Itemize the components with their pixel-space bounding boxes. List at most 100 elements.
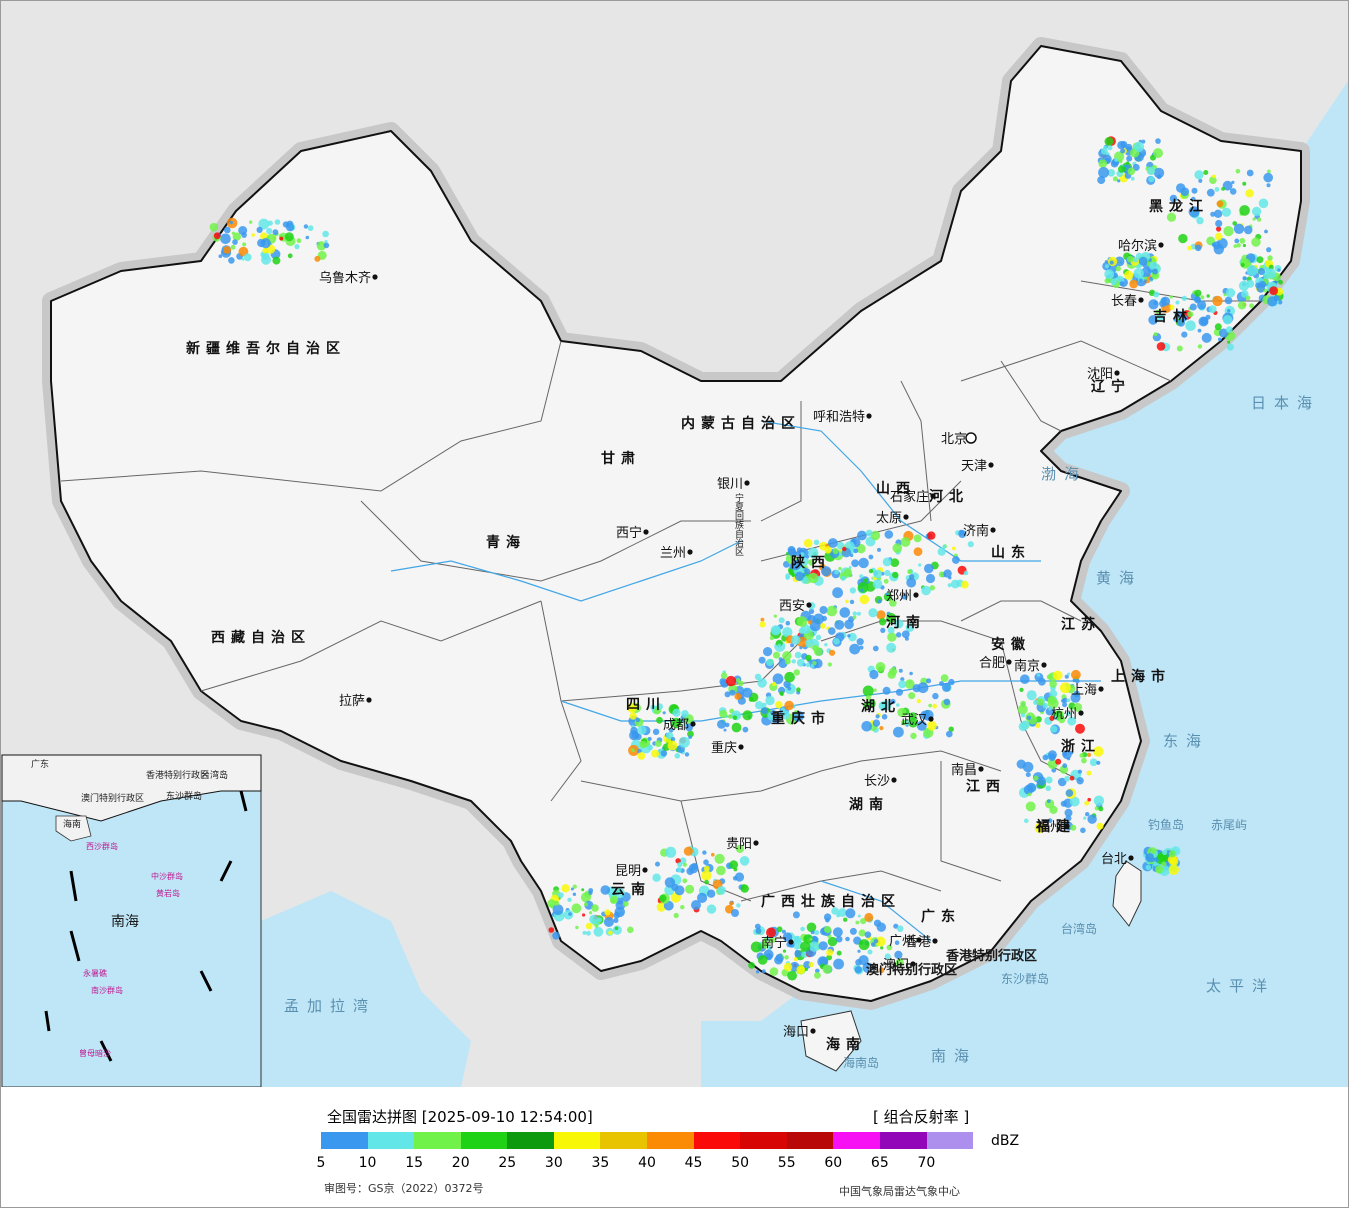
radar-echo <box>671 717 682 729</box>
radar-echo <box>1265 268 1277 279</box>
radar-echo <box>796 616 808 627</box>
radar-echo <box>808 559 815 566</box>
radar-echo <box>589 914 599 924</box>
radar-echo <box>833 958 844 970</box>
radar-echo <box>274 219 281 225</box>
radar-echo <box>656 716 663 724</box>
city-dot <box>932 938 938 944</box>
radar-echo <box>1055 758 1062 765</box>
radar-echo <box>655 861 660 867</box>
radar-echo <box>937 547 946 556</box>
radar-echo <box>1245 189 1254 198</box>
radar-echo <box>223 246 232 254</box>
radar-echo <box>324 240 328 244</box>
radar-echo <box>284 232 294 242</box>
radar-echo <box>717 719 726 729</box>
radar-echo <box>766 927 776 938</box>
radar-echo <box>793 710 799 715</box>
radar-echo <box>600 885 611 895</box>
label-yunnan: 云南 <box>611 881 651 898</box>
radar-echo <box>688 735 692 739</box>
radar-echo <box>908 692 916 700</box>
radar-echo <box>1229 188 1237 195</box>
radar-echo <box>748 962 755 969</box>
radar-echo <box>845 936 850 942</box>
city-label: 杭州 <box>1051 707 1077 722</box>
radar-echo <box>728 714 733 719</box>
radar-echo <box>1025 801 1036 812</box>
radar-echo <box>572 892 577 896</box>
radar-echo <box>1178 233 1188 244</box>
radar-echo <box>1196 216 1204 225</box>
radar-echo <box>1086 752 1092 758</box>
city-dot <box>1078 710 1084 716</box>
radar-echo <box>882 557 892 567</box>
radar-echo <box>1096 760 1101 765</box>
radar-echo <box>1046 799 1051 803</box>
radar-echo <box>213 232 221 240</box>
city-dot <box>903 514 909 520</box>
radar-echo <box>1065 815 1072 822</box>
radar-echo <box>1050 725 1058 733</box>
radar-echo <box>1148 176 1155 183</box>
radar-echo <box>260 232 268 240</box>
radar-echo <box>760 940 769 949</box>
radar-echo <box>805 639 814 648</box>
radar-echo <box>834 569 839 575</box>
city-dot <box>806 602 812 608</box>
city-dot <box>928 716 934 722</box>
radar-echo <box>591 904 599 912</box>
radar-echo <box>714 853 725 864</box>
city-dot <box>1006 659 1012 665</box>
radar-echo <box>1126 155 1133 162</box>
radar-echo <box>813 539 820 545</box>
inset-label-yongshu: 永暑礁 <box>83 968 107 978</box>
radar-echo <box>865 529 873 537</box>
radar-echo <box>1049 680 1057 688</box>
radar-echo <box>807 547 819 559</box>
radar-echoes <box>209 136 1284 981</box>
radar-echo <box>796 965 805 975</box>
city-label: 昆明 <box>615 864 641 879</box>
radar-echo <box>582 913 586 917</box>
radar-echo <box>793 669 800 676</box>
radar-echo <box>654 740 662 747</box>
radar-echo <box>884 953 891 960</box>
radar-echo <box>809 937 813 941</box>
radar-echo <box>742 726 749 733</box>
radar-echo <box>1161 861 1167 867</box>
city-label: 长春 <box>1111 294 1137 309</box>
radar-echo <box>639 740 647 749</box>
label-liaoning: 辽宁 <box>1091 378 1131 395</box>
radar-echo <box>1098 167 1110 178</box>
radar-echo <box>1153 148 1163 159</box>
radar-echo <box>893 726 904 738</box>
radar-echo <box>1076 777 1084 785</box>
radar-echo <box>1237 301 1247 310</box>
radar-echo <box>627 926 634 934</box>
radar-echo <box>1277 299 1283 305</box>
radar-echo <box>799 646 803 650</box>
radar-echo <box>852 611 857 616</box>
radar-echo <box>637 725 647 735</box>
radar-echo <box>1246 265 1258 276</box>
radar-echo <box>1024 818 1029 824</box>
radar-echo <box>855 920 860 925</box>
scale-tick-label: 65 <box>870 1155 889 1171</box>
radar-echo <box>794 571 805 582</box>
radar-echo <box>795 551 801 557</box>
radar-echo <box>243 253 252 262</box>
radar-echo <box>1264 229 1268 234</box>
radar-echo <box>702 850 707 855</box>
radar-echo <box>1048 706 1053 711</box>
radar-echo <box>676 867 682 873</box>
radar-echo <box>1151 849 1157 854</box>
radar-echo <box>1089 758 1098 767</box>
radar-echo <box>742 710 753 721</box>
sea-labels: 日本海 渤海 黄海 东海 太平洋 南海 孟加拉湾 钓鱼岛 赤尾屿 台湾岛 东沙群… <box>284 394 1312 1070</box>
radar-echo <box>763 647 773 657</box>
radar-echo <box>723 728 727 732</box>
radar-echo <box>1059 711 1064 715</box>
radar-echo <box>1139 278 1143 283</box>
radar-echo <box>787 970 797 981</box>
